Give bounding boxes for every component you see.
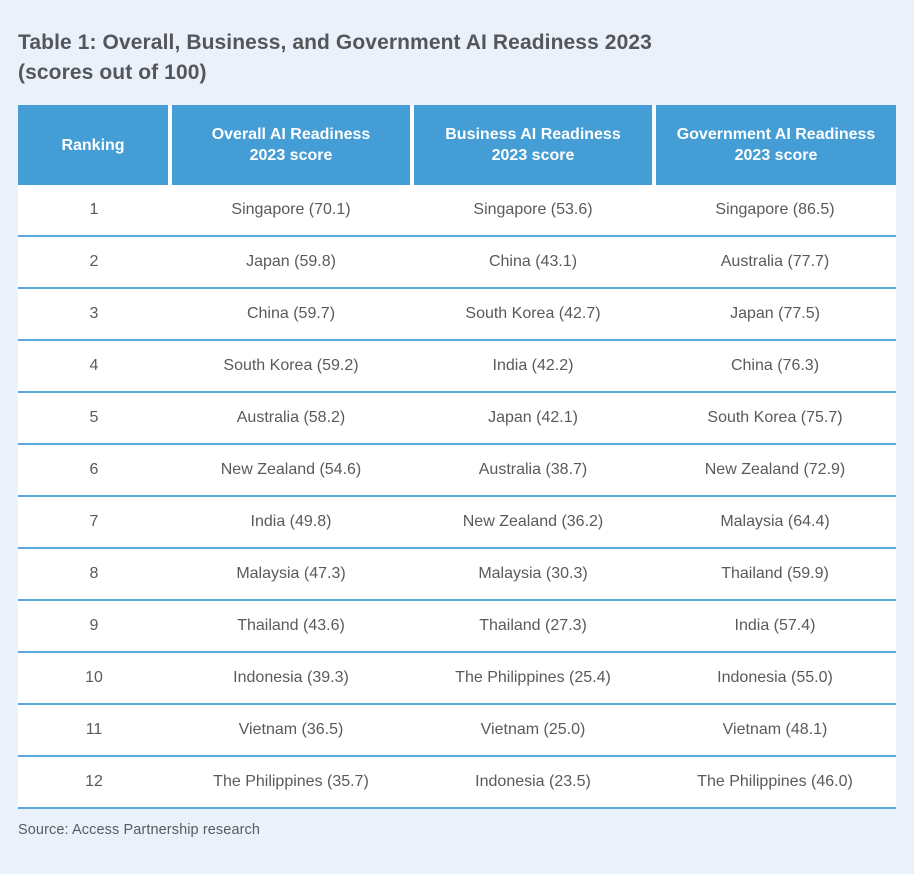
table-row: 12 The Philippines (35.7) Indonesia (23.… — [18, 756, 896, 809]
cell-business: Indonesia (23.5) — [412, 756, 654, 809]
table-row: 4 South Korea (59.2) India (42.2) China … — [18, 340, 896, 393]
cell-overall: Malaysia (47.3) — [170, 548, 412, 601]
column-header-overall: Overall AI Readiness 2023 score — [168, 105, 412, 185]
cell-rank: 5 — [18, 392, 170, 445]
source-note: Source: Access Partnership research — [18, 822, 261, 838]
cell-government: Malaysia (64.4) — [654, 496, 896, 549]
page-title-line2: (scores out of 100) — [18, 61, 207, 84]
cell-overall: Singapore (70.1) — [170, 185, 412, 237]
cell-business: Australia (38.7) — [412, 444, 654, 497]
cell-rank: 11 — [18, 704, 170, 757]
table-header-row: Ranking Overall AI Readiness 2023 score … — [18, 105, 896, 185]
cell-government: South Korea (75.7) — [654, 392, 896, 445]
page-title-line1: Table 1: Overall, Business, and Governme… — [18, 31, 652, 54]
cell-business: China (43.1) — [412, 236, 654, 289]
table-row: 5 Australia (58.2) Japan (42.1) South Ko… — [18, 392, 896, 445]
page-root: Table 1: Overall, Business, and Governme… — [18, 28, 896, 838]
cell-overall: Thailand (43.6) — [170, 600, 412, 653]
cell-overall: Indonesia (39.3) — [170, 652, 412, 705]
table-row: 11 Vietnam (36.5) Vietnam (25.0) Vietnam… — [18, 704, 896, 757]
cell-rank: 8 — [18, 548, 170, 601]
cell-overall: China (59.7) — [170, 288, 412, 341]
cell-business: South Korea (42.7) — [412, 288, 654, 341]
column-header-government: Government AI Readiness 2023 score — [652, 105, 896, 185]
cell-rank: 6 — [18, 444, 170, 497]
cell-government: Vietnam (48.1) — [654, 704, 896, 757]
cell-business: New Zealand (36.2) — [412, 496, 654, 549]
ai-readiness-table: Ranking Overall AI Readiness 2023 score … — [18, 105, 896, 809]
cell-government: Indonesia (55.0) — [654, 652, 896, 705]
cell-business: Malaysia (30.3) — [412, 548, 654, 601]
cell-government: The Philippines (46.0) — [654, 756, 896, 809]
table-row: 7 India (49.8) New Zealand (36.2) Malays… — [18, 496, 896, 549]
column-header-ranking: Ranking — [18, 105, 170, 185]
cell-rank: 4 — [18, 340, 170, 393]
table-row: 6 New Zealand (54.6) Australia (38.7) Ne… — [18, 444, 896, 497]
cell-overall: Australia (58.2) — [170, 392, 412, 445]
cell-rank: 2 — [18, 236, 170, 289]
cell-government: China (76.3) — [654, 340, 896, 393]
column-header-business: Business AI Readiness 2023 score — [410, 105, 654, 185]
cell-rank: 12 — [18, 756, 170, 809]
cell-government: Singapore (86.5) — [654, 185, 896, 237]
cell-business: Vietnam (25.0) — [412, 704, 654, 757]
table-row: 3 China (59.7) South Korea (42.7) Japan … — [18, 288, 896, 341]
table-row: 9 Thailand (43.6) Thailand (27.3) India … — [18, 600, 896, 653]
cell-government: New Zealand (72.9) — [654, 444, 896, 497]
table-row: 2 Japan (59.8) China (43.1) Australia (7… — [18, 236, 896, 289]
cell-overall: Vietnam (36.5) — [170, 704, 412, 757]
cell-government: Thailand (59.9) — [654, 548, 896, 601]
cell-overall: South Korea (59.2) — [170, 340, 412, 393]
cell-rank: 3 — [18, 288, 170, 341]
cell-business: Thailand (27.3) — [412, 600, 654, 653]
cell-business: Singapore (53.6) — [412, 185, 654, 237]
cell-overall: India (49.8) — [170, 496, 412, 549]
cell-overall: The Philippines (35.7) — [170, 756, 412, 809]
cell-overall: New Zealand (54.6) — [170, 444, 412, 497]
table-row: 8 Malaysia (47.3) Malaysia (30.3) Thaila… — [18, 548, 896, 601]
table-row: 10 Indonesia (39.3) The Philippines (25.… — [18, 652, 896, 705]
cell-overall: Japan (59.8) — [170, 236, 412, 289]
cell-rank: 1 — [18, 185, 170, 237]
cell-government: India (57.4) — [654, 600, 896, 653]
cell-business: India (42.2) — [412, 340, 654, 393]
page-title: Table 1: Overall, Business, and Governme… — [18, 28, 896, 88]
cell-government: Japan (77.5) — [654, 288, 896, 341]
cell-business: The Philippines (25.4) — [412, 652, 654, 705]
cell-government: Australia (77.7) — [654, 236, 896, 289]
cell-rank: 9 — [18, 600, 170, 653]
cell-rank: 7 — [18, 496, 170, 549]
table-row: 1 Singapore (70.1) Singapore (53.6) Sing… — [18, 185, 896, 237]
cell-business: Japan (42.1) — [412, 392, 654, 445]
cell-rank: 10 — [18, 652, 170, 705]
